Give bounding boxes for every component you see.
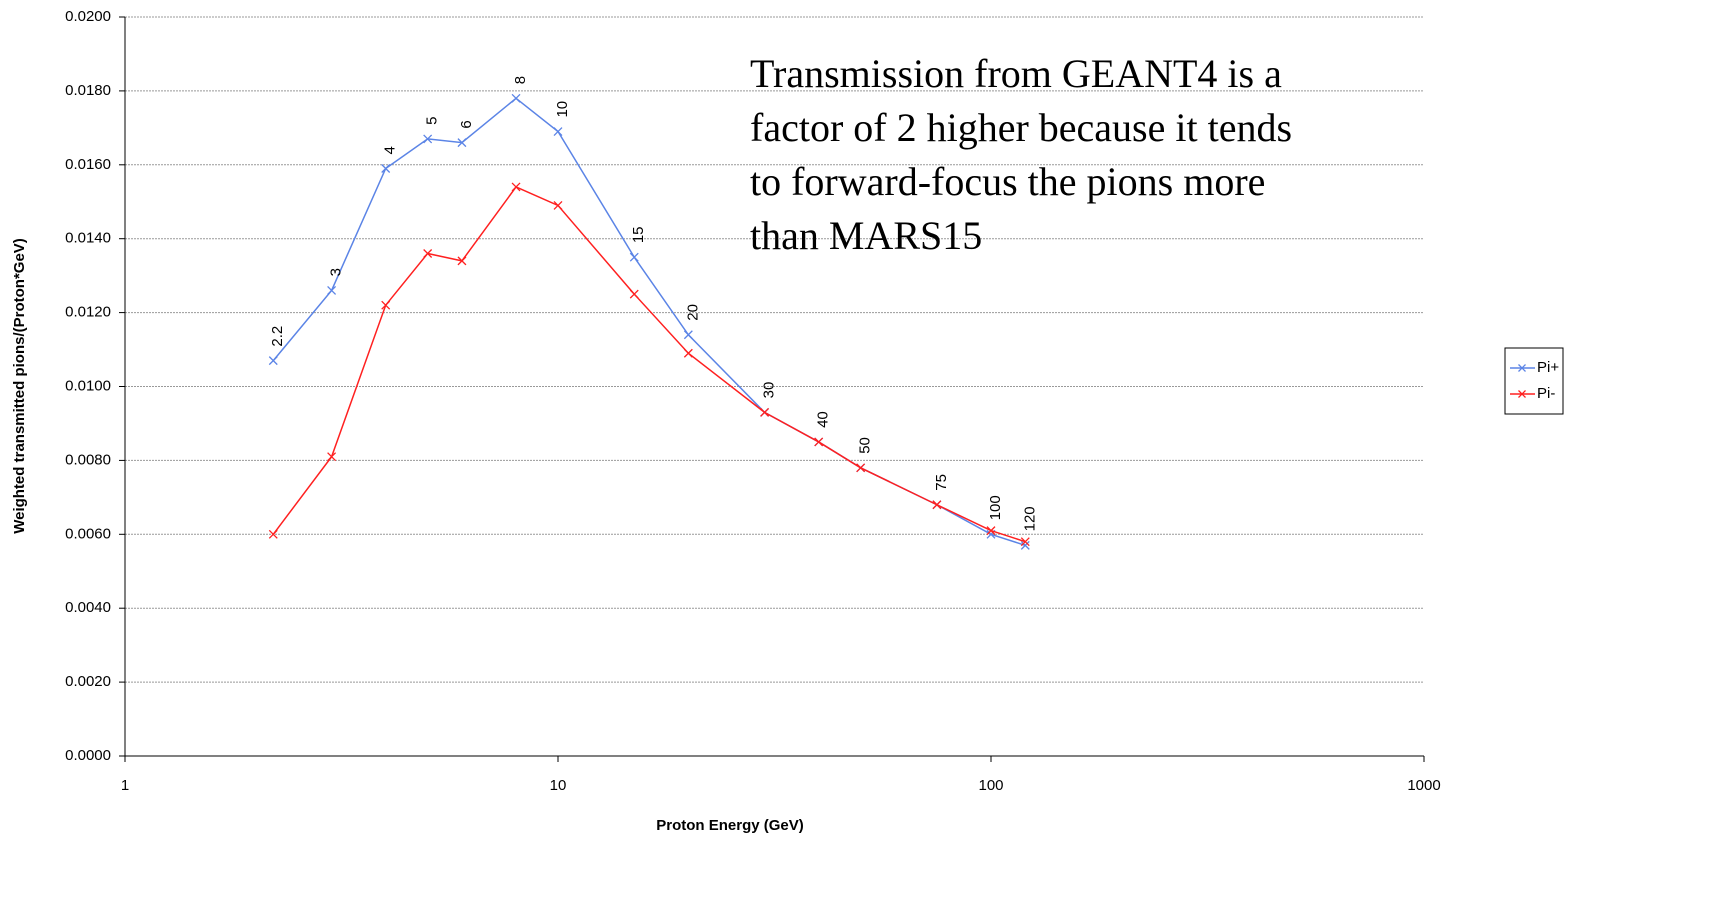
legend-box (1504, 347, 1564, 415)
annotation-line: to forward-focus the pions more (750, 159, 1265, 204)
point-label: 120 (1021, 506, 1038, 531)
point-marker (268, 529, 278, 539)
point-label: 75 (933, 474, 950, 491)
y-axis-title: Weighted transmitted pions/(Proton*GeV) (11, 238, 28, 534)
point-marker (457, 138, 467, 148)
point-label: 10 (554, 101, 571, 118)
x-tick-label: 10 (550, 777, 567, 794)
y-tick-label: 0.0180 (65, 82, 111, 99)
point-marker (629, 289, 639, 299)
point-marker (327, 285, 337, 295)
point-label: 5 (424, 117, 441, 125)
point-label: 6 (458, 120, 475, 128)
legend-marker (1518, 390, 1526, 398)
point-marker (423, 134, 433, 144)
point-marker (553, 200, 563, 210)
point-marker (381, 164, 391, 173)
point-marker (814, 437, 824, 447)
x-axis-title: Proton Energy (GeV) (656, 817, 804, 834)
point-label: 4 (382, 146, 399, 154)
y-tick-label: 0.0080 (65, 451, 111, 468)
point-label: 30 (761, 382, 778, 399)
point-marker (553, 127, 563, 137)
x-tick-label: 1000 (1407, 777, 1440, 794)
annotation-line: factor of 2 higher because it tends (750, 105, 1292, 150)
x-tick-label: 1 (121, 777, 129, 794)
point-marker (1020, 537, 1030, 547)
point-marker (986, 526, 996, 536)
x-tick-label: 100 (978, 777, 1003, 794)
point-label: 15 (630, 226, 647, 243)
point-marker (1020, 540, 1030, 550)
point-label: 40 (815, 411, 832, 428)
annotation-line: than MARS15 (750, 213, 982, 258)
point-label: 2.2 (269, 326, 286, 347)
point-marker (511, 93, 521, 103)
y-tick-label: 0.0040 (65, 599, 111, 616)
point-marker (683, 330, 693, 340)
annotation-line: Transmission from GEANT4 is a (750, 51, 1282, 96)
point-marker (423, 249, 433, 258)
point-marker (457, 256, 467, 266)
point-marker (629, 252, 639, 262)
point-label: 8 (512, 76, 529, 84)
point-marker (381, 300, 391, 310)
point-label: 100 (987, 495, 1004, 520)
point-marker (932, 500, 942, 510)
point-label: 20 (684, 304, 701, 321)
y-tick-label: 0.0200 (65, 8, 111, 25)
y-tick-label: 0.0120 (65, 304, 111, 321)
point-marker (683, 348, 693, 358)
legend-marker (1518, 364, 1526, 372)
y-tick-label: 0.0020 (65, 673, 111, 690)
point-marker (856, 463, 866, 473)
legend-label: Pi- (1537, 385, 1555, 402)
point-label: 50 (857, 437, 874, 454)
point-marker (268, 356, 278, 366)
y-tick-label: 0.0160 (65, 156, 111, 173)
point-marker (511, 182, 521, 192)
y-tick-label: 0.0100 (65, 377, 111, 394)
legend-label: Pi+ (1537, 359, 1559, 376)
point-marker (760, 407, 770, 417)
point-marker (327, 452, 337, 462)
y-tick-label: 0.0060 (65, 525, 111, 542)
y-tick-label: 0.0140 (65, 230, 111, 247)
point-label: 3 (328, 268, 345, 276)
y-tick-label: 0.0000 (65, 747, 111, 764)
